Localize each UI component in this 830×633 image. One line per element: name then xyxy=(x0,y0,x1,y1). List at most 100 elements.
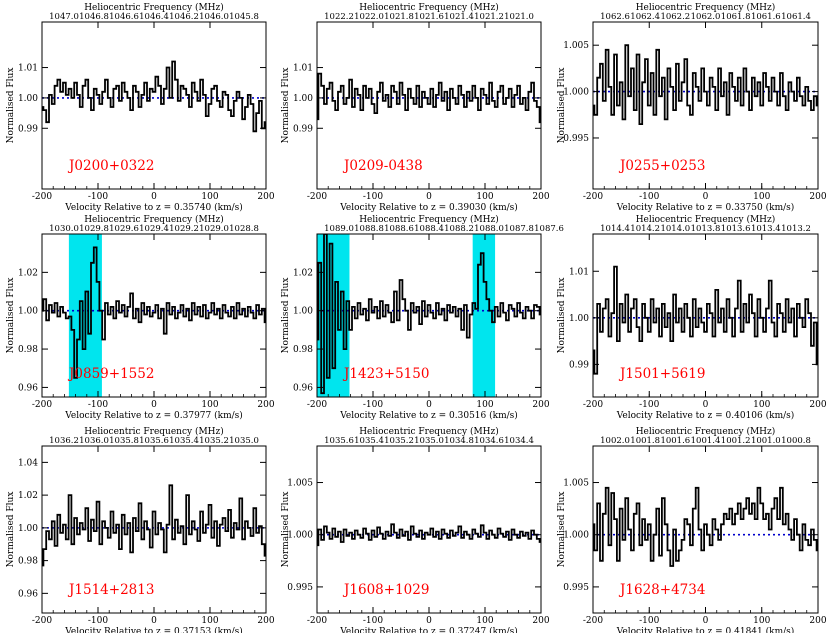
x-tick-label: 200 xyxy=(532,192,549,202)
x-tick-label: 100 xyxy=(753,400,770,410)
x-tick-label: -100 xyxy=(363,400,383,410)
x-tick-label: 100 xyxy=(753,192,770,202)
x-tick-label: 100 xyxy=(476,616,493,626)
top-tick-label: 1046.6 xyxy=(109,12,139,22)
x-tick-label: 0 xyxy=(151,616,157,626)
y-tick-label: 1.00 xyxy=(18,307,38,317)
top-tick-label: 1014.0 xyxy=(660,224,690,234)
source-label: J0209-0438 xyxy=(342,158,423,174)
top-tick-label: 1088.8 xyxy=(354,224,384,234)
x-tick-label: 100 xyxy=(476,400,493,410)
top-tick-label: 1087.8 xyxy=(504,224,534,234)
top-tick-label: 1028.8 xyxy=(229,224,259,234)
y-tick-label: 1.01 xyxy=(569,267,589,277)
top-tick-label: 1021.4 xyxy=(444,12,474,22)
x-tick-label: 100 xyxy=(201,616,218,626)
top-tick-label: 1062.4 xyxy=(630,12,660,22)
top-tick-label: 1061.8 xyxy=(721,12,751,22)
x-tick-label: 200 xyxy=(809,192,826,202)
source-label: J1514+2813 xyxy=(67,582,154,598)
x-tick-label: 100 xyxy=(201,192,218,202)
source-label: J0255+0253 xyxy=(618,158,705,174)
y-tick-label: 0.98 xyxy=(18,557,38,567)
y-tick-label: 1.00 xyxy=(18,94,38,104)
x-tick-label: 200 xyxy=(257,616,274,626)
top-tick-label: 1061.4 xyxy=(781,12,811,22)
y-tick-label: 0.98 xyxy=(18,345,38,355)
y-tick-label: 0.99 xyxy=(569,360,589,370)
top-tick-label: 1046.8 xyxy=(79,12,109,22)
y-tick-label: 0.96 xyxy=(18,383,38,393)
x-axis-title: Velocity Relative to z = 0.30516 (km/s) xyxy=(339,410,518,421)
top-axis-title: Heliocentric Frequency (MHz) xyxy=(636,2,776,13)
top-tick-label: 1036.2 xyxy=(49,436,79,446)
y-tick-label: 0.995 xyxy=(563,583,589,593)
y-tick-label: 1.00 xyxy=(293,94,313,104)
top-tick-label: 1036.0 xyxy=(79,436,109,446)
x-tick-label: 0 xyxy=(426,616,432,626)
y-tick-label: 0.995 xyxy=(287,583,313,593)
x-tick-label: -200 xyxy=(583,616,603,626)
x-tick-label: 0 xyxy=(703,400,709,410)
x-axis-title: Velocity Relative to z = 0.35740 (km/s) xyxy=(64,202,243,213)
spectrum-line xyxy=(593,44,818,125)
top-tick-label: 1088.0 xyxy=(474,224,504,234)
top-tick-label: 1013.2 xyxy=(781,224,811,234)
x-axis-title: Velocity Relative to z = 0.37247 (km/s) xyxy=(339,626,518,633)
y-axis-title: Normalised Flux xyxy=(281,278,291,354)
x-tick-label: 200 xyxy=(257,400,274,410)
top-tick-label: 1000.8 xyxy=(781,436,811,446)
x-axis-title: Velocity Relative to z = 0.39030 (km/s) xyxy=(339,202,518,213)
top-tick-label: 1089.0 xyxy=(324,224,354,234)
x-tick-label: 200 xyxy=(532,616,549,626)
top-tick-label: 1001.8 xyxy=(630,436,660,446)
x-axis-title: Velocity Relative to z = 0.41841 (km/s) xyxy=(616,626,795,633)
x-tick-label: -200 xyxy=(307,616,327,626)
x-axis-title: Velocity Relative to z = 0.33750 (km/s) xyxy=(616,202,795,213)
y-tick-label: 1.04 xyxy=(18,458,38,468)
top-tick-label: 1047.0 xyxy=(49,12,79,22)
y-tick-label: 1.01 xyxy=(293,64,313,74)
x-tick-label: -200 xyxy=(583,400,603,410)
top-axis-title: Heliocentric Frequency (MHz) xyxy=(359,214,499,225)
x-axis-title: Velocity Relative to z = 0.40106 (km/s) xyxy=(616,410,795,421)
top-tick-label: 1046.2 xyxy=(169,12,199,22)
x-tick-label: -200 xyxy=(307,192,327,202)
top-tick-label: 1034.4 xyxy=(504,436,534,446)
top-tick-label: 1014.4 xyxy=(600,224,630,234)
top-tick-label: 1001.0 xyxy=(751,436,781,446)
top-tick-label: 1035.6 xyxy=(324,436,354,446)
top-tick-label: 1034.8 xyxy=(444,436,474,446)
top-tick-label: 1014.2 xyxy=(630,224,660,234)
source-label: J0859+1552 xyxy=(67,366,154,382)
top-tick-label: 1013.6 xyxy=(721,224,751,234)
top-tick-label: 1021.2 xyxy=(474,12,504,22)
top-axis-title: Heliocentric Frequency (MHz) xyxy=(636,214,776,225)
top-tick-label: 1021.8 xyxy=(384,12,414,22)
y-axis-title: Normalised Flux xyxy=(6,68,16,144)
top-tick-label: 1062.6 xyxy=(600,12,630,22)
x-tick-label: 0 xyxy=(151,192,157,202)
x-tick-label: 100 xyxy=(201,400,218,410)
source-label: J1628+4734 xyxy=(618,582,705,598)
y-tick-label: 0.96 xyxy=(293,383,313,393)
source-label: J0200+0322 xyxy=(67,158,154,174)
y-axis-title: Normalised Flux xyxy=(281,492,291,568)
top-tick-label: 1035.0 xyxy=(414,436,444,446)
x-tick-label: -100 xyxy=(88,616,108,626)
top-tick-label: 1001.6 xyxy=(660,436,690,446)
y-tick-label: 1.005 xyxy=(563,41,589,51)
top-tick-label: 1045.8 xyxy=(229,12,259,22)
spectrum-line xyxy=(317,234,541,395)
top-tick-label: 1030.0 xyxy=(49,224,79,234)
x-tick-label: 200 xyxy=(532,400,549,410)
source-label: J1501+5619 xyxy=(618,366,705,382)
